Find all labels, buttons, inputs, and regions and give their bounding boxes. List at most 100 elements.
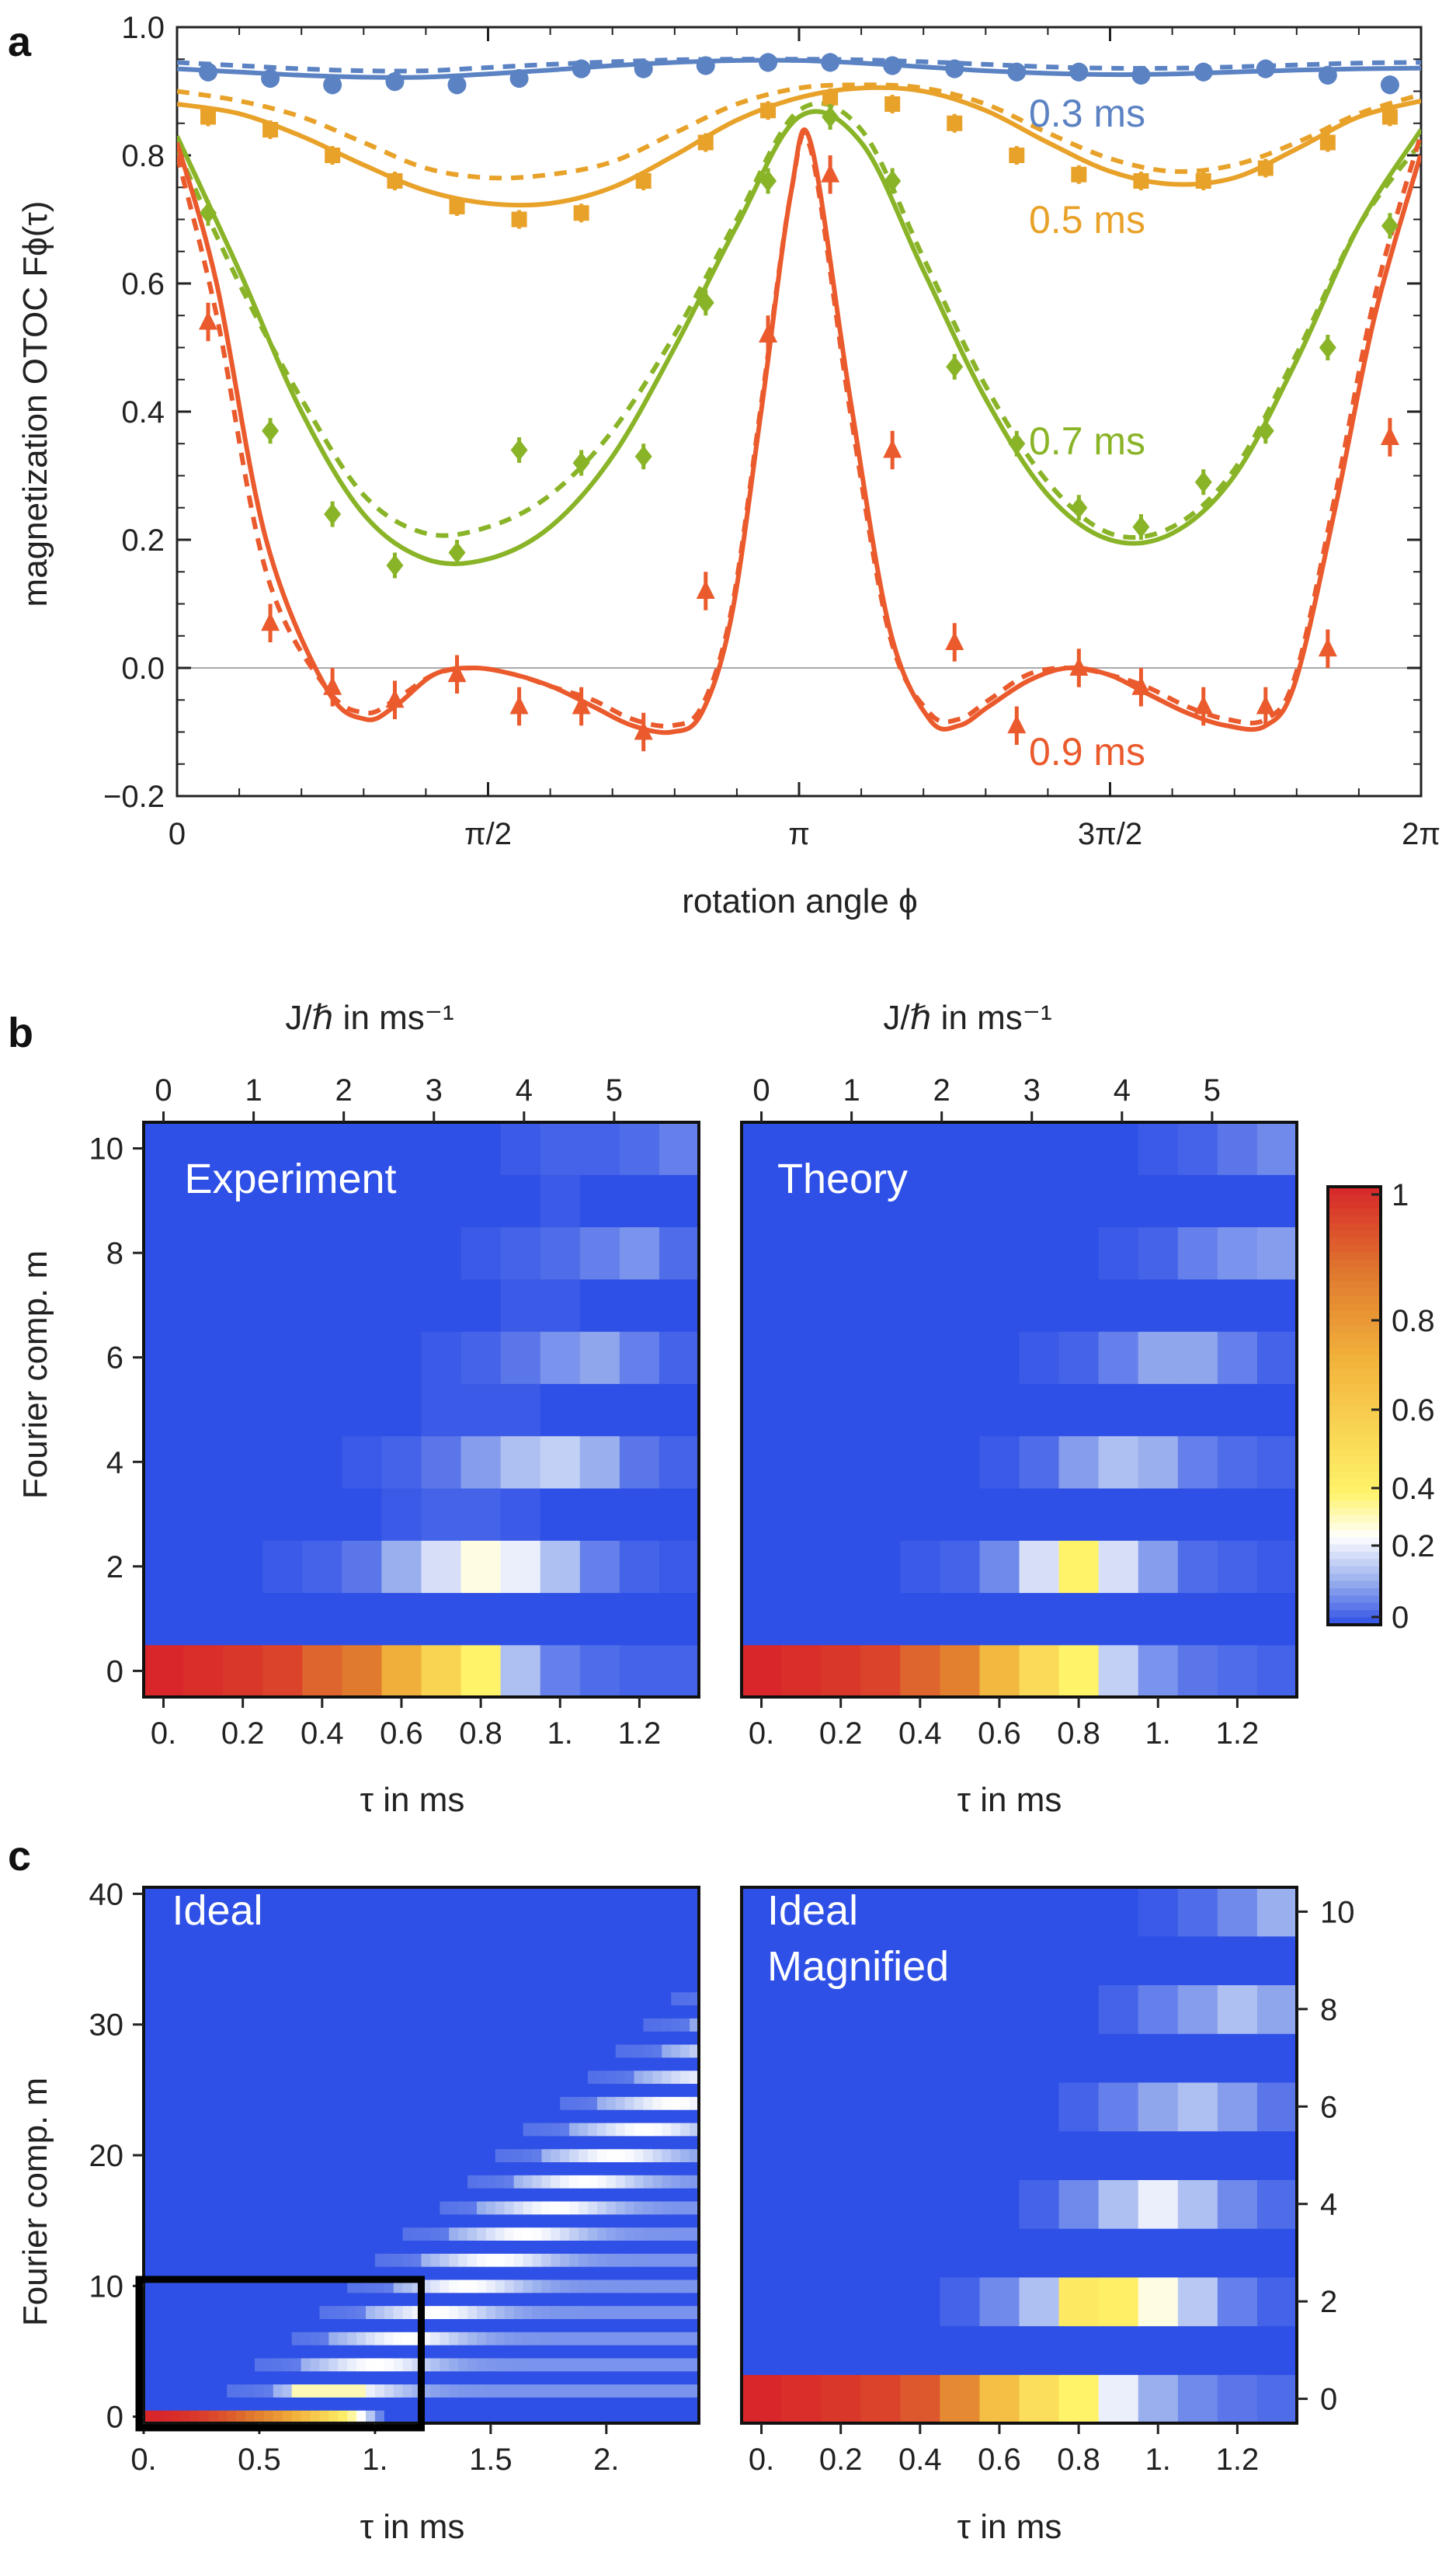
- ideal-cell: [430, 2384, 440, 2398]
- heatmap-cell: [860, 2081, 901, 2132]
- heatmap-cell: [1177, 1122, 1218, 1175]
- ideal-cell: [532, 2096, 543, 2110]
- ideal-cell: [449, 2175, 459, 2189]
- ideal-cell: [217, 1926, 228, 1940]
- ideal-cell: [662, 2083, 672, 2097]
- ideal-cell: [671, 2057, 681, 2071]
- ideal-cell: [328, 2332, 339, 2346]
- ideal-cell: [513, 2057, 524, 2071]
- ideal-cell: [282, 2357, 293, 2372]
- ideal-cell: [199, 1991, 210, 2006]
- heatmap-cell: [500, 1226, 541, 1280]
- ideal-cell: [477, 2148, 487, 2163]
- heatmap-cell: [144, 1278, 184, 1332]
- ideal-cell: [199, 2122, 210, 2137]
- ideal-cell: [421, 2240, 432, 2254]
- ideal-cell: [551, 2370, 561, 2385]
- heatmap-cell: [1019, 2130, 1060, 2180]
- ideal-cell: [402, 2305, 413, 2319]
- ideal-cell: [189, 2292, 200, 2307]
- ideal-cell: [467, 1991, 478, 2006]
- ideal-cell: [171, 1887, 182, 1901]
- ideal-cell: [513, 2148, 524, 2163]
- ideal-cell: [374, 2292, 385, 2307]
- heatmap-cell: [1138, 2374, 1179, 2424]
- ideal-cell: [523, 2213, 533, 2228]
- ideal-cell: [671, 2292, 681, 2307]
- ideal-cell: [579, 2240, 589, 2254]
- ideal-cell: [236, 2357, 246, 2372]
- ideal-cell: [421, 1939, 432, 1953]
- ideal-cell: [523, 2384, 533, 2398]
- ideal-cell: [227, 2345, 237, 2359]
- ideal-cell: [393, 1913, 404, 1928]
- ideal-cell: [412, 2005, 422, 2019]
- ideal-cell: [477, 2332, 487, 2346]
- heatmap-cell: [940, 1540, 981, 1594]
- ideal-cell: [523, 2279, 533, 2293]
- ideal-cell: [596, 2109, 607, 2123]
- ideal-cell: [347, 2253, 357, 2267]
- ideal-cell: [208, 2292, 218, 2307]
- ideal-cell: [588, 1887, 598, 1901]
- ideal-cell: [291, 2357, 302, 2372]
- ideal-cell: [338, 2345, 348, 2359]
- ideal-cell: [338, 1926, 348, 1940]
- ideal-cell: [532, 1991, 543, 2006]
- ideal-cell: [171, 2332, 182, 2346]
- ideal-cell: [569, 2122, 579, 2137]
- ideal-cell: [291, 1926, 302, 1940]
- heatmap-cell: [1019, 1278, 1060, 1332]
- ideal-cell: [467, 2345, 478, 2359]
- heatmap-cell: [900, 1278, 940, 1332]
- ideal-cell: [301, 2070, 311, 2085]
- ideal-cell: [217, 1965, 228, 1980]
- ideal-cell: [282, 2031, 293, 2045]
- ideal-cell: [615, 2332, 626, 2346]
- ideal-cell: [551, 2410, 561, 2424]
- ideal-cell: [551, 2175, 561, 2189]
- ideal-cell: [569, 2057, 579, 2071]
- ideal-cell: [171, 1900, 182, 1914]
- heatmap-cell: [1256, 2374, 1298, 2424]
- ideal-cell: [319, 1887, 329, 1901]
- ideal-cell: [217, 2397, 228, 2411]
- ideal-cell: [449, 2240, 459, 2254]
- ideal-cell: [189, 2122, 200, 2137]
- ideal-cell: [366, 2175, 376, 2189]
- ideal-cell: [144, 2096, 154, 2110]
- ideal-cell: [347, 2227, 357, 2241]
- heatmap-cell: [1019, 1935, 1060, 1986]
- heatmap-cell: [1138, 2033, 1179, 2083]
- ideal-cell: [504, 2397, 515, 2411]
- ideal-cell: [282, 2200, 293, 2215]
- ideal-cell: [291, 2096, 302, 2110]
- ideal-cell: [440, 2292, 450, 2307]
- heatmap-cell: [742, 2276, 782, 2327]
- ideal-cell: [615, 2005, 626, 2019]
- ideal-cell: [588, 2161, 598, 2175]
- ideal-cell: [569, 2397, 579, 2411]
- ideal-cell: [569, 1953, 579, 1967]
- ideal-cell: [263, 1913, 274, 1928]
- ideal-cell: [596, 2043, 607, 2058]
- ideal-cell: [255, 2357, 265, 2372]
- heatmap-cell: [900, 1644, 940, 1698]
- ideal-cell: [273, 2240, 283, 2254]
- heatmap-cell: [742, 2179, 782, 2229]
- heatmap-cell: [1138, 1592, 1179, 1646]
- heatmap-cell: [821, 1122, 861, 1175]
- ideal-cell: [236, 1965, 246, 1980]
- ideal-cell: [643, 2279, 654, 2293]
- heatmap-cell: [262, 1540, 303, 1594]
- colorbar-segment: [1328, 1507, 1381, 1516]
- heatmap-cell: [1019, 1226, 1060, 1280]
- ideal-cell: [152, 1926, 163, 1940]
- ideal-cell: [560, 1887, 570, 1901]
- data-point: [696, 580, 715, 599]
- ideal-cell: [504, 2135, 515, 2150]
- ideal-cell: [291, 2083, 302, 2097]
- ideal-cell: [606, 2175, 617, 2189]
- ideal-cell: [624, 2018, 635, 2032]
- ideal-cell: [152, 1991, 163, 2006]
